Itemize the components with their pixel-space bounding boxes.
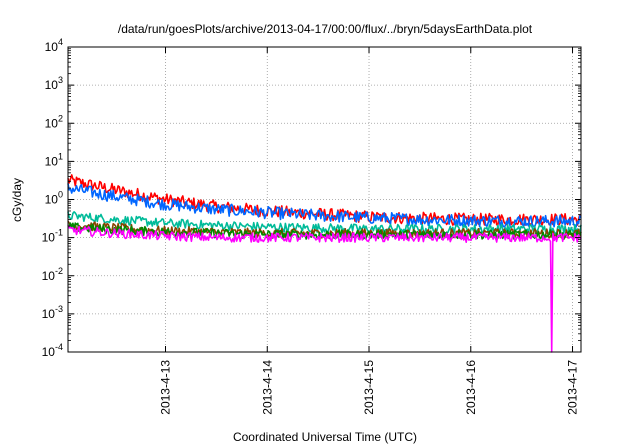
y-tick-label: 10-1	[42, 228, 63, 245]
x-tick-label: 2013-4-17	[566, 360, 580, 415]
y-tick-label: 10-3	[42, 304, 63, 321]
y-axis-label: cGy/day	[10, 178, 24, 222]
y-tick-label: 10-2	[42, 266, 63, 283]
y-tick-label: 101	[45, 151, 63, 168]
series-line	[67, 222, 582, 240]
series-line	[67, 183, 582, 228]
x-tick-label: 2013-4-14	[260, 360, 274, 415]
y-tick-label: 10-4	[42, 342, 63, 359]
y-tick-label: 104	[45, 37, 63, 54]
x-tick-label: 2013-4-15	[362, 360, 376, 415]
x-axis-ticks: 2013-4-13 2013-4-14 2013-4-15 2013-4-16 2013…	[159, 47, 580, 415]
x-tick-label: 2013-4-13	[159, 360, 173, 415]
x-axis-label: Coordinated Universal Time (UTC)	[233, 430, 417, 444]
y-tick-label: 103	[45, 75, 63, 92]
x-tick-label: 2013-4-16	[464, 360, 478, 415]
y-axis-ticks: 10-4 10-3 10-2 10-1 100 101 102 103 104	[42, 37, 581, 359]
y-tick-label: 102	[45, 113, 63, 130]
chart-title: /data/run/goesPlots/archive/2013-04-17/0…	[118, 22, 533, 36]
series-line	[67, 174, 582, 227]
y-tick-label: 100	[45, 190, 63, 207]
plot-series	[67, 174, 582, 353]
series-line	[67, 224, 582, 353]
